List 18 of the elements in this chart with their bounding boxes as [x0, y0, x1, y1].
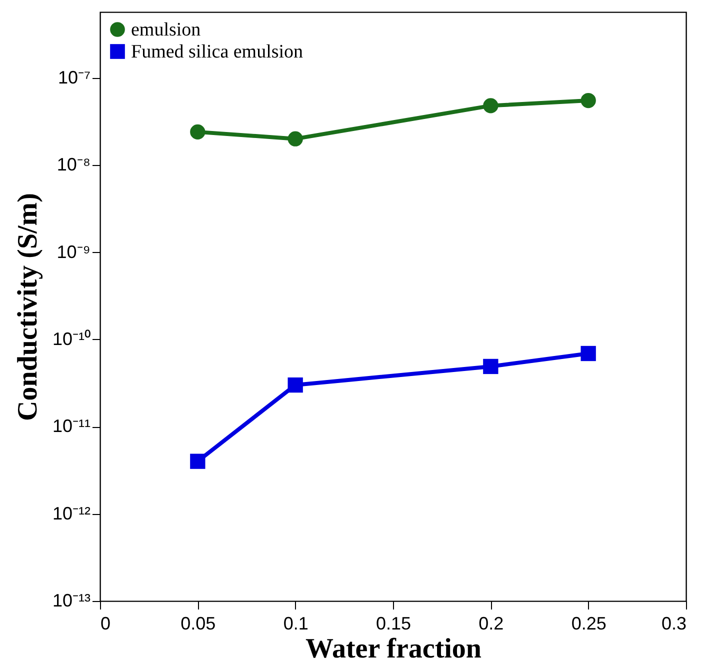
y-tick-label: 10⁻¹¹: [52, 416, 90, 436]
y-tick-label: 10⁻⁸: [56, 154, 90, 175]
y-tick-label: 10⁻¹²: [52, 503, 90, 524]
x-tick-label: 0.15: [376, 614, 412, 634]
x-tick-label: 0.05: [180, 614, 216, 634]
x-tick-label: 0: [100, 614, 111, 634]
y-tick-label: 10⁻¹⁰: [52, 328, 90, 349]
x-tick-label: 0.25: [571, 614, 606, 634]
x-tick-label: 0.2: [478, 614, 504, 634]
x-tick-label: 0.1: [283, 614, 308, 634]
y-tick-label: 10⁻⁹: [56, 242, 90, 262]
legend-label: emulsion: [131, 20, 202, 40]
y-axis-title: Conductivity (S/m): [12, 193, 44, 421]
y-tick-label: 10⁻¹³: [52, 590, 90, 610]
y-tick-label: 10⁻⁷: [58, 67, 90, 88]
x-axis-title: Water fraction: [306, 634, 482, 664]
legend-label: Fumed silica emulsion: [131, 42, 304, 62]
x-tick-label: 0.3: [661, 614, 686, 634]
